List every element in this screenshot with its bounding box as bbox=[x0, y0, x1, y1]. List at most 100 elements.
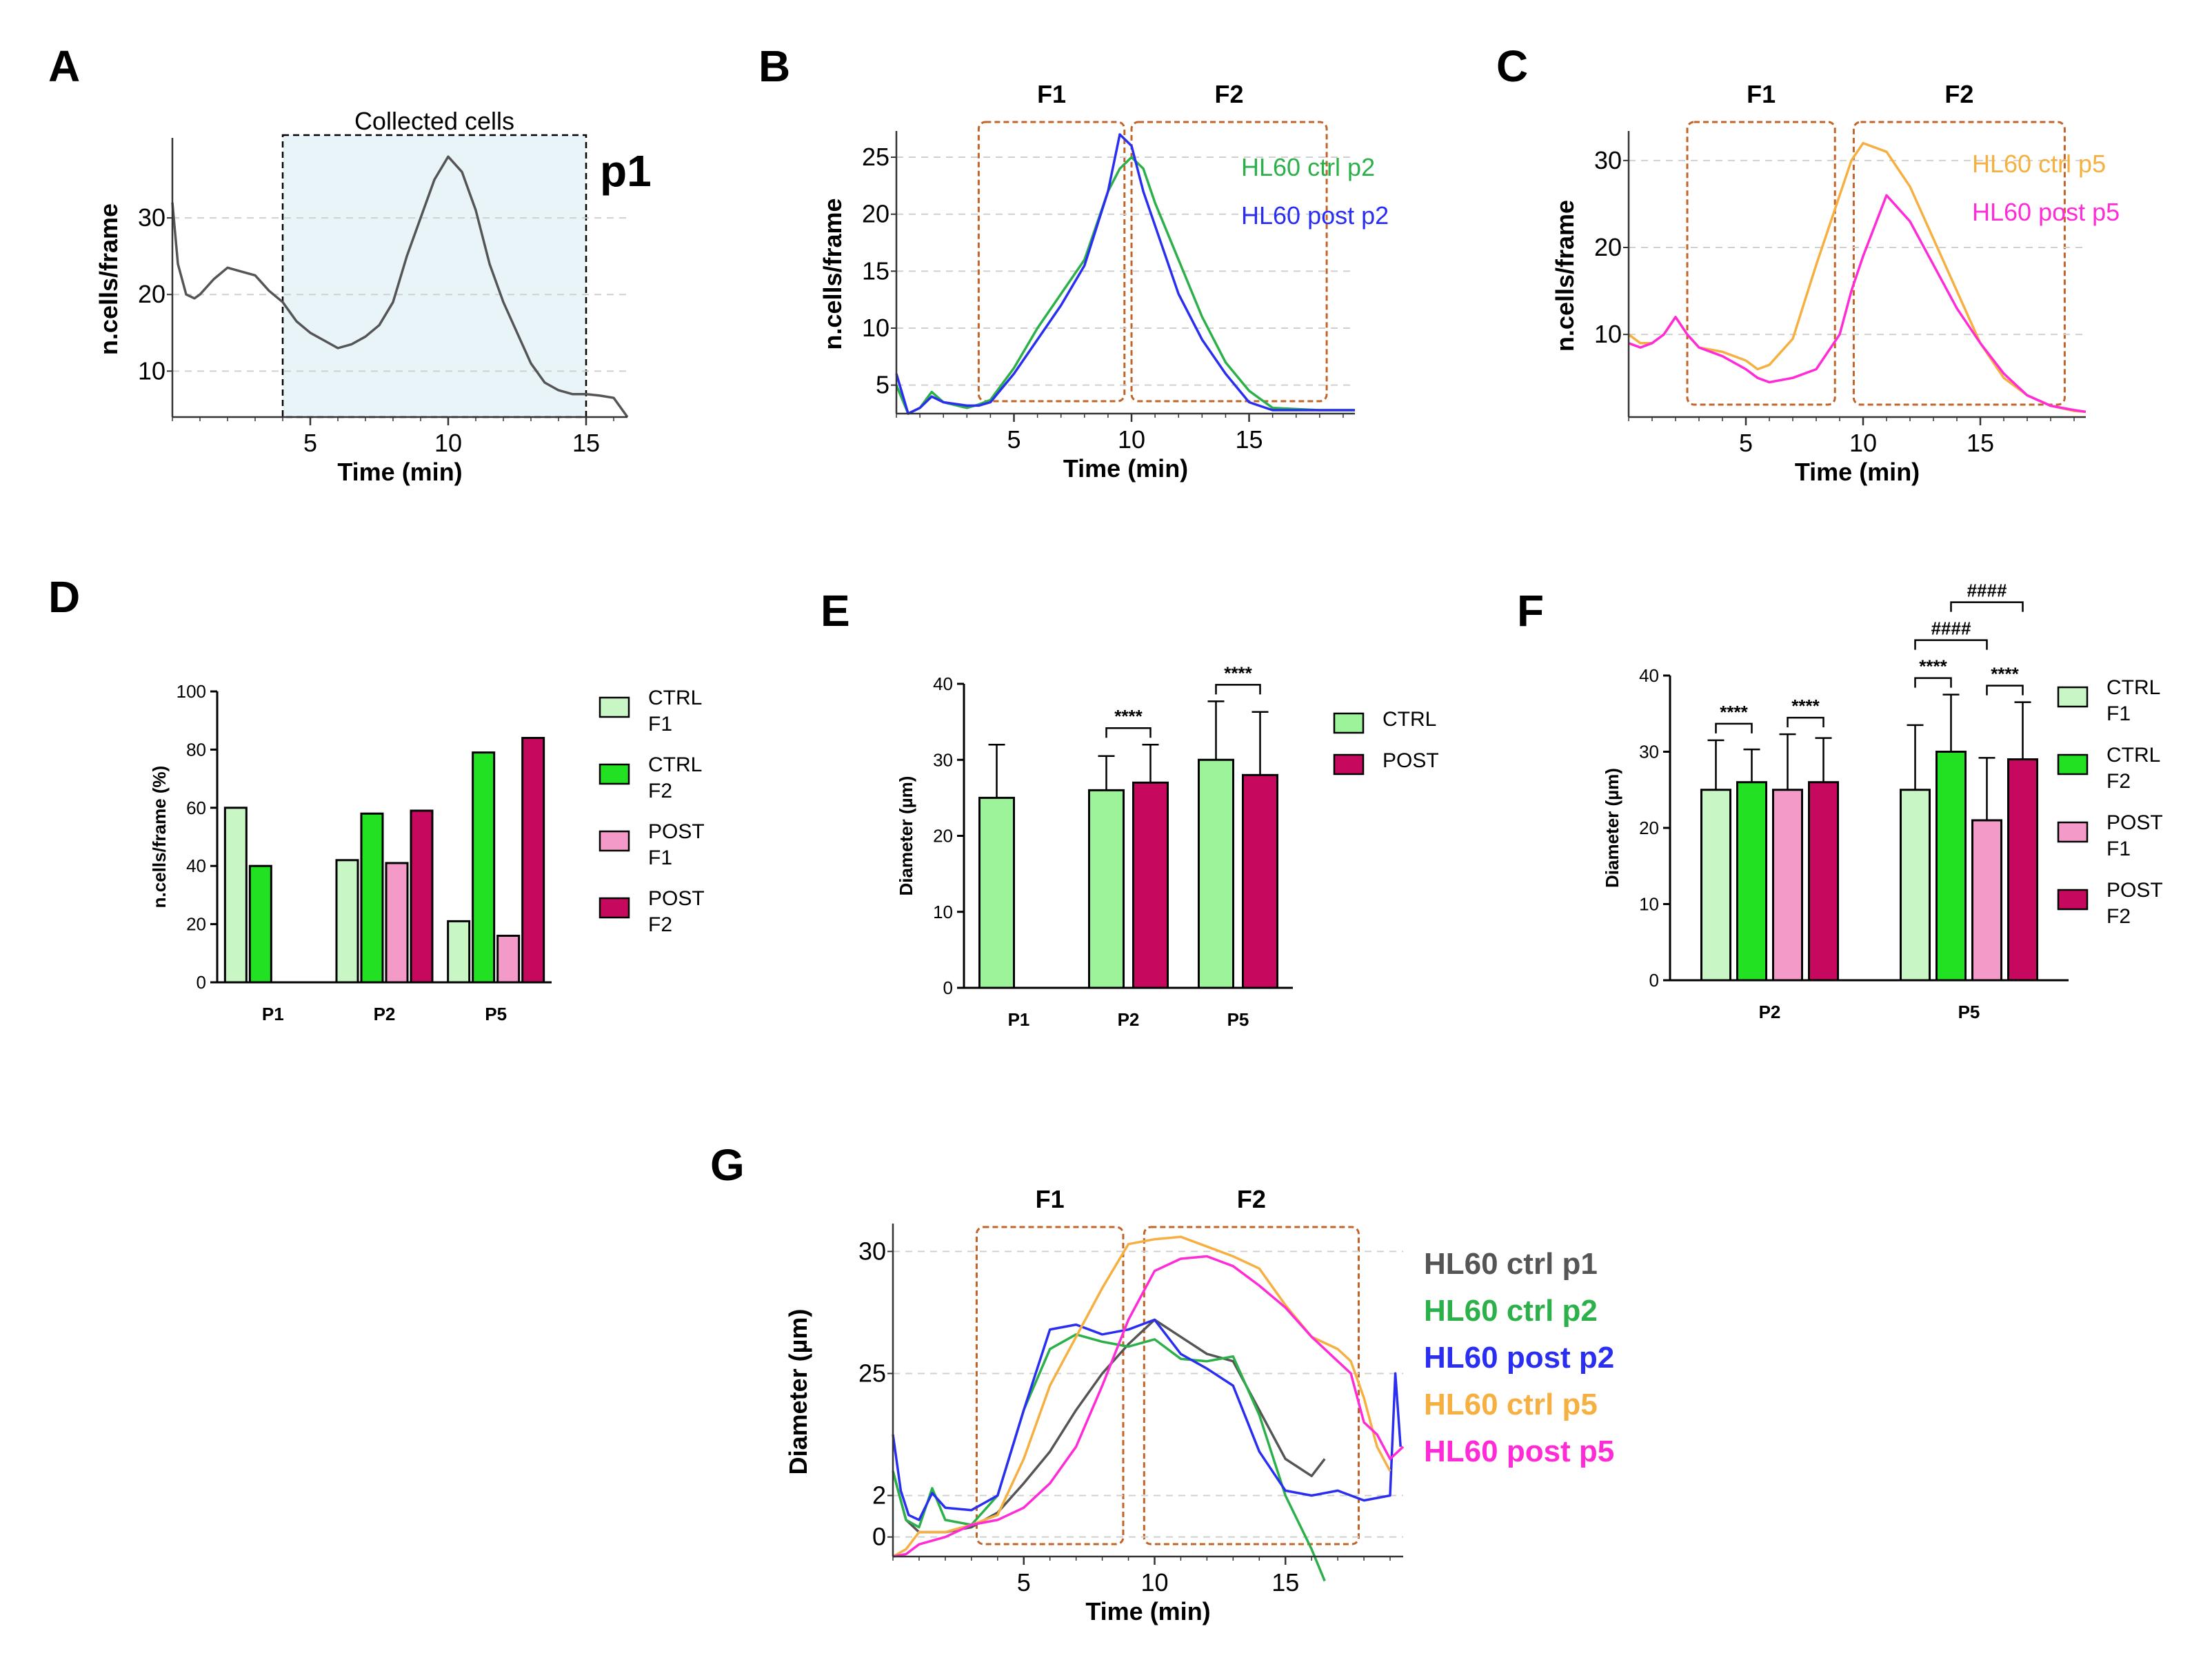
y-tick-label: 10 bbox=[862, 314, 889, 342]
bar-post-f2-p5 bbox=[2007, 758, 2038, 982]
legend-label: F2 bbox=[2107, 905, 2131, 928]
panel-letter-c: C bbox=[1496, 41, 1528, 91]
bar-post-f1-p2 bbox=[385, 862, 409, 984]
legend-hl60-ctrl-p5: HL60 ctrl p5 bbox=[1972, 150, 2106, 178]
y-tick-label: 25 bbox=[858, 1359, 886, 1387]
y-tick-label: 0 bbox=[197, 972, 206, 993]
y-axis-title: n.cells/frame bbox=[818, 198, 847, 349]
legend-label: POST bbox=[2107, 879, 2163, 902]
panel-e: E 0 10 20 30 40 Diameter (µm) P1 P2 P5 CTRL POST ***… bbox=[821, 586, 1439, 1030]
series-line-hl60-ctrl-p1 bbox=[892, 1318, 1326, 1534]
y-tick-label: 20 bbox=[186, 914, 206, 935]
x-tick-label: 5 bbox=[303, 429, 317, 457]
significance-bracket bbox=[1215, 684, 1261, 695]
category-label: P5 bbox=[485, 1004, 507, 1024]
significance-label: **** bbox=[1720, 702, 1748, 722]
y-axis-title: Diameter (µm) bbox=[1602, 768, 1622, 888]
bar-post-p2 bbox=[1132, 781, 1169, 989]
x-axis-title: Time (min) bbox=[337, 458, 462, 486]
bar-post-f1-p5 bbox=[496, 934, 521, 984]
y-tick-label: 30 bbox=[1594, 146, 1622, 174]
x-tick-label: 5 bbox=[1007, 425, 1020, 454]
legend-hl60-ctrl-p1: HL60 ctrl p1 bbox=[1424, 1247, 1598, 1281]
bar-post-f2-p2 bbox=[410, 809, 434, 984]
panel-c: C F1 F2 10 20 30 5 10 15 Time (min) n.cells/frame H… bbox=[1496, 41, 2120, 486]
y-tick-label: 0 bbox=[1649, 970, 1659, 991]
panel-f: F 0 10 20 30 40 Diameter (µm) P2 P5 CTRL F1 CTRL F2 P… bbox=[1517, 580, 2163, 1022]
significance-bracket bbox=[1715, 722, 1753, 733]
legend-label: CTRL bbox=[648, 687, 702, 709]
legend-label: F2 bbox=[648, 913, 672, 936]
y-tick-label: 10 bbox=[933, 902, 953, 922]
category-label: P2 bbox=[1118, 1009, 1140, 1030]
bar-ctrl-f2-p5 bbox=[1936, 751, 1967, 982]
legend-label: F2 bbox=[648, 780, 672, 802]
significance-label: **** bbox=[1991, 664, 2019, 685]
panel-letter-a: A bbox=[48, 41, 80, 91]
significance-bracket bbox=[1914, 677, 1952, 688]
x-tick-label: 15 bbox=[572, 429, 600, 457]
y-tick-label: 30 bbox=[1639, 742, 1659, 762]
y-tick-label: 20 bbox=[1639, 818, 1659, 838]
y-tick-label: 5 bbox=[876, 371, 889, 399]
bar-ctrl-f1-p2 bbox=[335, 859, 359, 984]
fraction-label-f2: F2 bbox=[1215, 80, 1244, 108]
series-line-hl60-ctrl-p5 bbox=[1627, 141, 2087, 414]
legend-swatch bbox=[599, 830, 630, 852]
bar-ctrl-p5 bbox=[1198, 758, 1234, 989]
x-tick-label: 10 bbox=[1849, 429, 1877, 457]
legend-swatch bbox=[599, 696, 630, 718]
bar-ctrl-p1 bbox=[978, 796, 1015, 989]
legend-swatch bbox=[2057, 889, 2089, 911]
panel-d: D 0 20 40 60 80 100 n.cells/frame (%) P1 P2 P5 CTRL… bbox=[48, 572, 705, 1024]
y-tick-label: 20 bbox=[862, 200, 889, 228]
x-tick-label: 5 bbox=[1017, 1568, 1031, 1597]
y-tick-label: 40 bbox=[186, 855, 206, 876]
bar-ctrl-f1-p2 bbox=[1700, 789, 1731, 982]
y-tick-label: 10 bbox=[1639, 894, 1659, 915]
bar-ctrl-f2-p2 bbox=[1736, 781, 1767, 982]
legend-swatch bbox=[599, 763, 630, 785]
panel-letter-e: E bbox=[821, 586, 850, 636]
y-tick-label: 0 bbox=[943, 977, 953, 998]
x-tick-label: 10 bbox=[1140, 1568, 1168, 1597]
significance-bracket bbox=[1950, 601, 2024, 612]
series-line-hl60-post-p5 bbox=[1628, 194, 2087, 414]
significance-bracket bbox=[1787, 716, 1824, 728]
panel-letter-f: F bbox=[1517, 586, 1544, 636]
significance-bracket bbox=[1105, 727, 1152, 738]
legend-label: F1 bbox=[2107, 702, 2131, 725]
category-label: P2 bbox=[1759, 1002, 1781, 1022]
legend-label: POST bbox=[648, 887, 705, 910]
fraction-label-f2: F2 bbox=[1944, 80, 1973, 108]
y-tick-label: 40 bbox=[1639, 665, 1659, 686]
bar-ctrl-p2 bbox=[1088, 789, 1125, 989]
legend-hl60-ctrl-p2: HL60 ctrl p2 bbox=[1424, 1294, 1598, 1328]
fraction-label-f2: F2 bbox=[1237, 1185, 1266, 1213]
bar-post-f1-p2 bbox=[1772, 789, 1803, 982]
series-line-hl60-ctrl-p2 bbox=[895, 156, 1355, 415]
bar-ctrl-f2-p2 bbox=[360, 812, 384, 984]
bar-post-p5 bbox=[1242, 773, 1278, 989]
legend-label: POST bbox=[1382, 749, 1439, 772]
panel-b: B F1 F2 5 10 15 20 25 5 10 15 Time (min) n.cells/fra… bbox=[758, 41, 1389, 483]
legend-hl60-post-p5: HL60 post p5 bbox=[1424, 1435, 1614, 1468]
fraction-box-f1 bbox=[975, 1226, 1125, 1546]
series-line-p1 bbox=[171, 155, 629, 418]
legend-label: CTRL bbox=[2107, 676, 2160, 699]
bar-ctrl-f2-p5 bbox=[472, 751, 496, 984]
y-axis-title: n.cells/frame bbox=[1551, 200, 1579, 352]
legend-swatch bbox=[1333, 712, 1365, 734]
x-tick-label: 15 bbox=[1236, 425, 1263, 454]
fraction-box-f1 bbox=[1686, 121, 1836, 406]
y-tick-label: 30 bbox=[138, 203, 165, 232]
legend-label: CTRL bbox=[2107, 744, 2160, 767]
category-label: P1 bbox=[1008, 1009, 1030, 1030]
series-line-hl60-post-p5 bbox=[892, 1255, 1405, 1558]
series-line-hl60-ctrl-p5 bbox=[892, 1235, 1391, 1558]
x-tick-label: 10 bbox=[1118, 425, 1145, 454]
legend-hl60-post-p2: HL60 post p2 bbox=[1424, 1341, 1614, 1375]
legend-hl60-ctrl-p5: HL60 ctrl p5 bbox=[1424, 1388, 1598, 1421]
